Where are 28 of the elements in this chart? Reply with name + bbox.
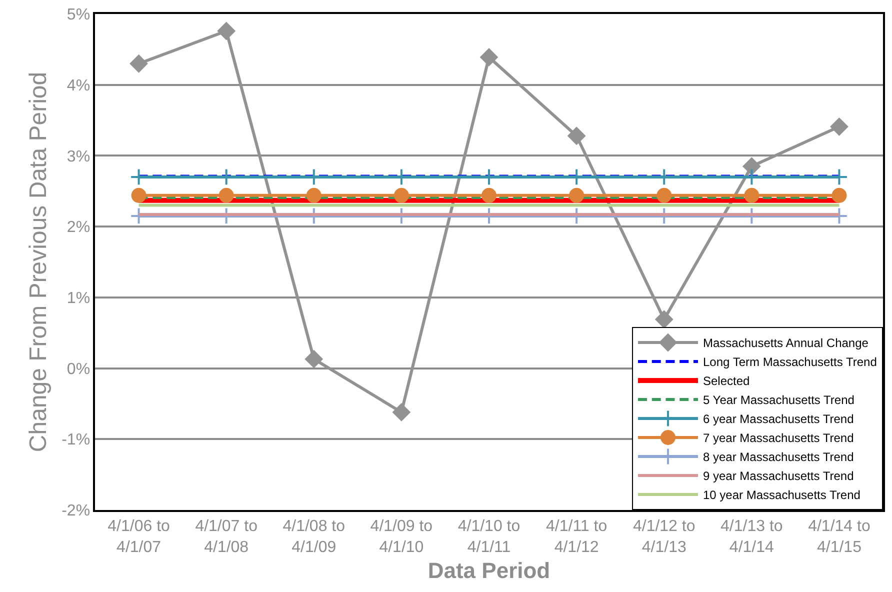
y-tick-label: 0% <box>66 360 90 378</box>
legend-label: Selected <box>703 374 750 388</box>
legend-label: Long Term Massachusetts Trend <box>703 355 877 370</box>
legend-label: 9 year Massachusetts Trend <box>703 469 854 484</box>
x-tick-label: 4/1/13 to 4/1/14 <box>720 518 783 556</box>
y-tick-label: 2% <box>66 219 90 236</box>
legend-label: 8 year Massachusetts Trend <box>703 450 854 464</box>
x-tick-label: 4/1/12 to 4/1/13 <box>632 518 696 556</box>
x-tick-label: 4/1/06 to 4/1/07 <box>108 518 170 556</box>
x-tick-label: 4/1/09 to 4/1/10 <box>370 518 433 556</box>
legend-label: 7 year Massachusetts Trend <box>703 431 854 446</box>
y-tick-label: 5% <box>66 6 90 24</box>
x-tick-label: 4/1/07 to 4/1/08 <box>195 518 258 556</box>
legend-label: Massachusetts Annual Change <box>703 336 869 350</box>
x-tick-label: 4/1/11 to 4/1/12 <box>546 518 608 556</box>
y-tick-label: 4% <box>66 77 90 94</box>
x-tick-label: 4/1/08 to 4/1/09 <box>282 518 346 556</box>
legend-label: 6 year Massachusetts Trend <box>703 412 854 426</box>
y-tick-label: -1% <box>62 432 90 449</box>
x-tick-label: 4/1/10 to 4/1/11 <box>458 518 520 556</box>
legend-label: 5 Year Massachusetts Trend <box>703 393 854 408</box>
y-axis-title: Change From Previous Data Period <box>25 72 52 452</box>
y-tick-label: 3% <box>66 148 90 166</box>
x-tick-label: 4/1/14 to 4/1/15 <box>808 518 870 556</box>
y-tick-label: -2% <box>62 502 90 520</box>
x-axis-title: Data Period <box>428 558 550 584</box>
y-tick-label: 1% <box>66 290 90 308</box>
legend-label: 10 year Massachusetts Trend <box>703 488 860 502</box>
